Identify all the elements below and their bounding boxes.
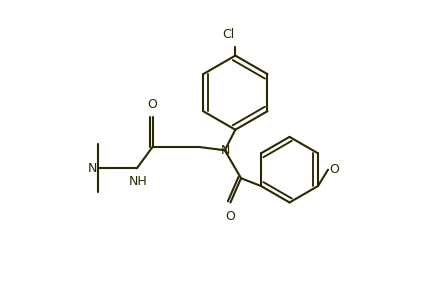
Text: O: O (329, 163, 340, 176)
Text: N: N (87, 162, 97, 175)
Text: O: O (226, 210, 235, 223)
Text: Cl: Cl (222, 28, 235, 41)
Text: N: N (221, 144, 230, 157)
Text: O: O (148, 98, 158, 111)
Text: NH: NH (129, 175, 147, 188)
